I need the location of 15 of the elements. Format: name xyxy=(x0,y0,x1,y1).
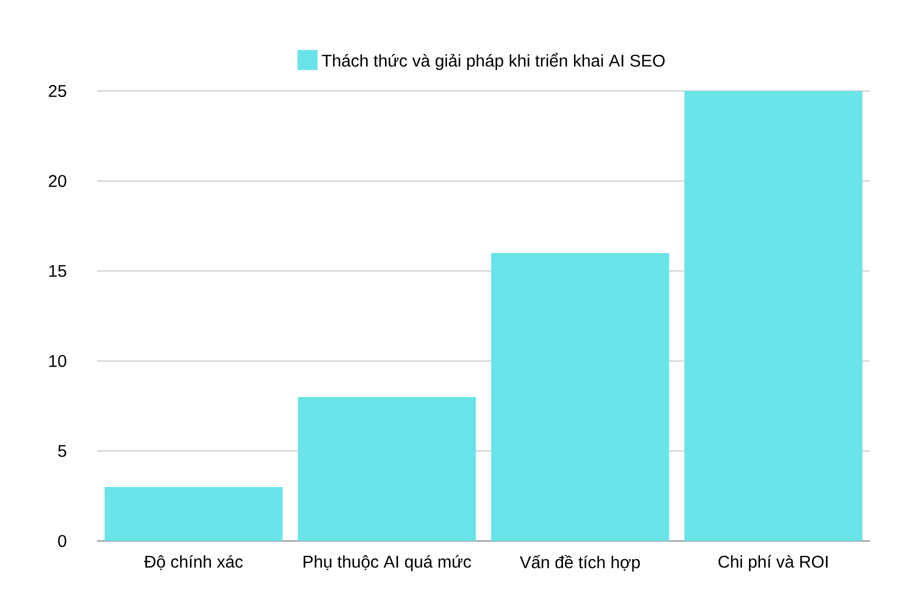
bar xyxy=(684,90,862,541)
y-tick-label: 10 xyxy=(49,354,66,368)
x-tick-label: Phụ thuộc AI quá mức xyxy=(304,555,472,572)
y-tick-label: 15 xyxy=(49,265,66,277)
x-tick-label: Độ chính xác xyxy=(144,555,243,570)
bar xyxy=(104,487,283,541)
y-tick-label: 0 xyxy=(58,534,66,548)
bar xyxy=(491,253,670,541)
bar xyxy=(298,397,476,541)
legend-label: Thách thức và giải pháp khi triển khai AI SEO xyxy=(322,52,665,70)
x-tick-label: Chi phí và ROI xyxy=(718,555,828,572)
y-tick-label: 25 xyxy=(48,84,66,98)
y-tick-label: 20 xyxy=(48,174,66,188)
x-tick-label: Vấn đề tích hợp xyxy=(520,555,640,572)
y-tick-label: 5 xyxy=(58,445,66,457)
